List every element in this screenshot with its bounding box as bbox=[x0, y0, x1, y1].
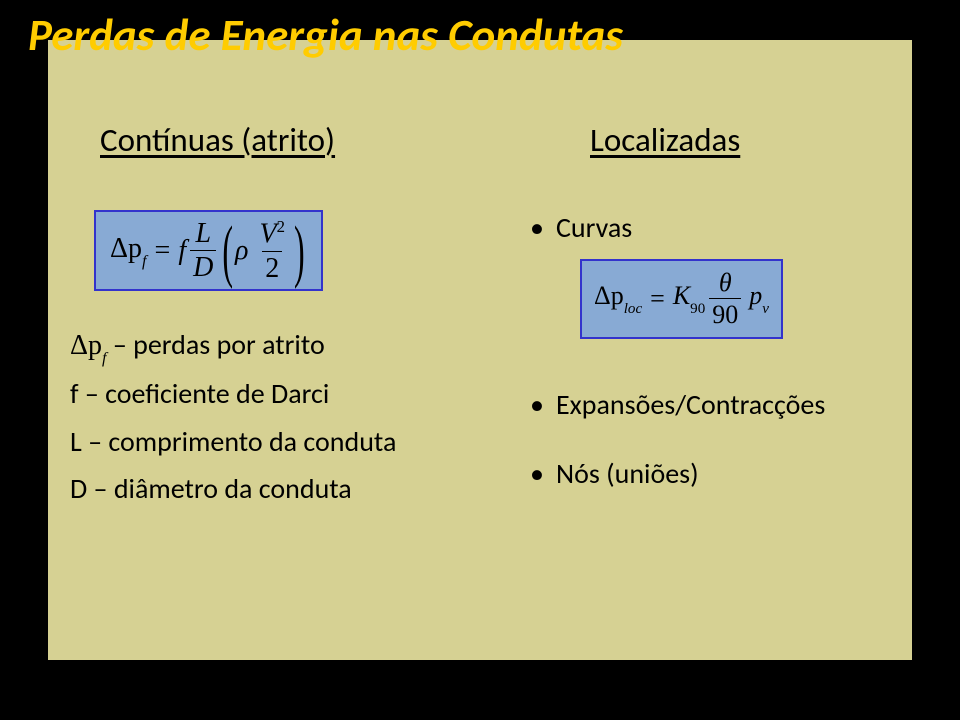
bullet-nos-label: Nós (uniões) bbox=[556, 456, 699, 491]
factor-f: f bbox=[178, 237, 186, 265]
definitions-list: Δpf – perdas por atrito f – coeficiente … bbox=[70, 321, 470, 513]
right-header: Localizadas bbox=[590, 120, 920, 160]
slide-title: Perdas de Energia nas Condutas bbox=[28, 8, 623, 63]
slide-root: Perdas de Energia nas Condutas Contínuas… bbox=[0, 0, 960, 720]
equals-sign: = bbox=[155, 237, 171, 265]
bullet-expansoes-label: Expansões/Contracções bbox=[556, 387, 825, 422]
def-L: L – comprimento da conduta bbox=[70, 418, 470, 466]
bullet-nos: • Nós (uniões) bbox=[530, 456, 920, 491]
def-delta-pf: Δpf – perdas por atrito bbox=[70, 321, 470, 370]
pv: pv bbox=[749, 283, 769, 314]
column-right: Localizadas • Curvas Δploc = K90 θ 90 pv bbox=[530, 120, 920, 505]
def-f: f – coeficiente de Darci bbox=[70, 370, 470, 418]
open-paren: ( bbox=[222, 214, 233, 284]
K90: K90 bbox=[673, 283, 705, 314]
bullet-dot-icon: • bbox=[530, 214, 556, 242]
friction-formula-box: Δpf = f L D ( ρ V2 2 ) bbox=[94, 210, 470, 291]
bullet-dot-icon: • bbox=[530, 391, 556, 419]
def-D: D – diâmetro da conduta bbox=[70, 465, 470, 513]
frac-V2-over-2: V2 2 bbox=[256, 218, 288, 283]
rho: ρ bbox=[235, 237, 248, 265]
bullet-curvas-label: Curvas bbox=[556, 210, 632, 245]
equals-sign-2: = bbox=[650, 286, 665, 312]
close-paren: ) bbox=[294, 214, 305, 284]
delta-p-f: Δpf bbox=[110, 235, 147, 267]
frac-L-over-D: L D bbox=[190, 219, 216, 283]
bullet-dot-icon: • bbox=[530, 460, 556, 488]
column-left: Contínuas (atrito) Δpf = f L D ( ρ V2 2 … bbox=[70, 120, 470, 513]
bullet-curvas: • Curvas bbox=[530, 210, 920, 245]
local-loss-formula-box: Δploc = K90 θ 90 pv bbox=[580, 259, 920, 339]
frac-theta-over-90: θ 90 bbox=[709, 269, 741, 329]
right-bullets: • Curvas Δploc = K90 θ 90 pv • Expansões… bbox=[530, 210, 920, 491]
bullet-expansoes: • Expansões/Contracções bbox=[530, 387, 920, 422]
delta-p-loc: Δploc bbox=[594, 283, 642, 314]
left-header: Contínuas (atrito) bbox=[100, 120, 470, 160]
